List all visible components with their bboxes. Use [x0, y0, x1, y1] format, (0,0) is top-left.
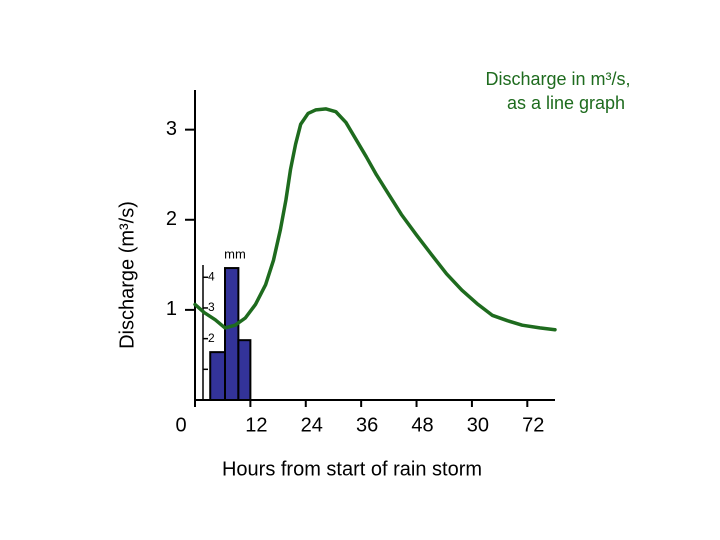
x-axis-label: Hours from start of rain storm [222, 458, 482, 480]
x-tick-label: 24 [301, 414, 323, 436]
x-tick-label: 0 [175, 414, 186, 436]
rain-bar [209, 351, 227, 401]
annotation: Discharge in m³/s, [485, 69, 630, 89]
y2-axis-label: mm [224, 246, 246, 261]
x-tick-label: 36 [356, 414, 378, 436]
x-tick-label: 48 [411, 414, 433, 436]
y-axis-label: Discharge (m³/s) [116, 201, 138, 349]
y-tick-label: 2 [166, 208, 177, 230]
y2-tick-label: 4 [208, 269, 215, 283]
y2-tick-label: 3 [208, 300, 215, 314]
x-tick-label: 72 [522, 414, 544, 436]
discharge-line [193, 107, 557, 332]
rain-bar [237, 339, 252, 401]
rain-bar [224, 267, 240, 401]
y-tick-label: 1 [166, 298, 177, 320]
y-tick-label: 3 [166, 118, 177, 140]
y2-tick-label: 2 [208, 331, 215, 345]
x-tick-label: 12 [245, 414, 267, 436]
annotation: as a line graph [507, 93, 625, 113]
x-tick-label: 30 [467, 414, 489, 436]
